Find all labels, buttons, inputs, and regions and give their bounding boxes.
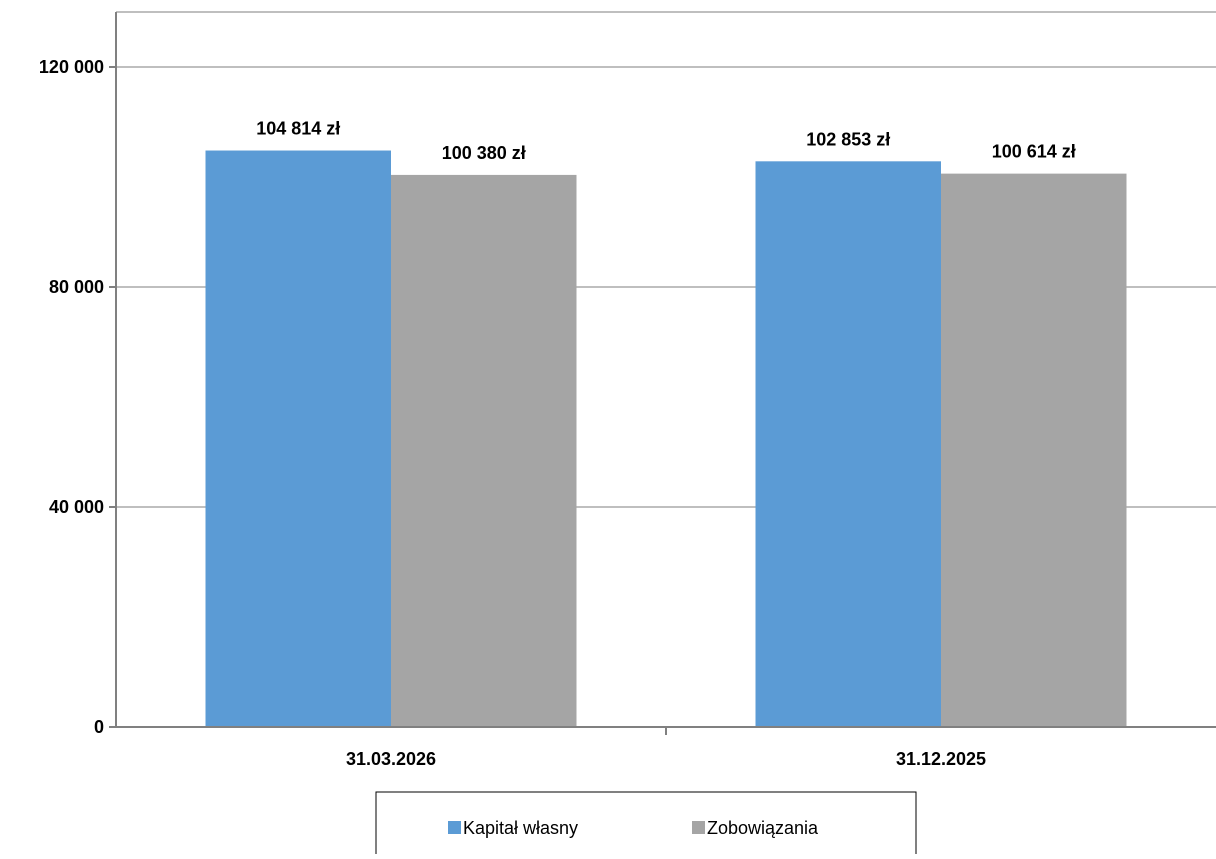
legend-label: Zobowiązania (707, 818, 819, 838)
bar-value-label: 100 614 zł (992, 142, 1076, 162)
bar-value-label: 100 380 zł (442, 143, 526, 163)
bar-value-label: 104 814 zł (256, 119, 340, 139)
y-tick-label: 120 000 (39, 57, 104, 77)
legend-swatch (692, 821, 705, 834)
y-tick-label: 80 000 (49, 277, 104, 297)
axes: 0 40 000 80 000 120 000 31.03.2026 31.12.2025 (39, 12, 1216, 769)
x-category-label: 31.03.2026 (346, 749, 436, 769)
data-labels: 104 814 zł 100 380 zł 102 853 zł 100 614 zł (256, 119, 1076, 163)
y-tick-label: 0 (94, 717, 104, 737)
y-tick-label: 40 000 (49, 497, 104, 517)
bar (941, 173, 1127, 728)
legend-box (375, 791, 917, 859)
bar (755, 161, 941, 728)
bar-value-label: 102 853 zł (806, 129, 890, 149)
x-category-label: 31.12.2025 (896, 749, 986, 769)
bars (205, 150, 1127, 728)
legend-swatch (448, 821, 461, 834)
bar (205, 150, 391, 727)
legend: Kapitał własny Zobowiązania (375, 791, 917, 859)
bar (391, 174, 577, 727)
legend-label: Kapitał własny (463, 818, 578, 838)
